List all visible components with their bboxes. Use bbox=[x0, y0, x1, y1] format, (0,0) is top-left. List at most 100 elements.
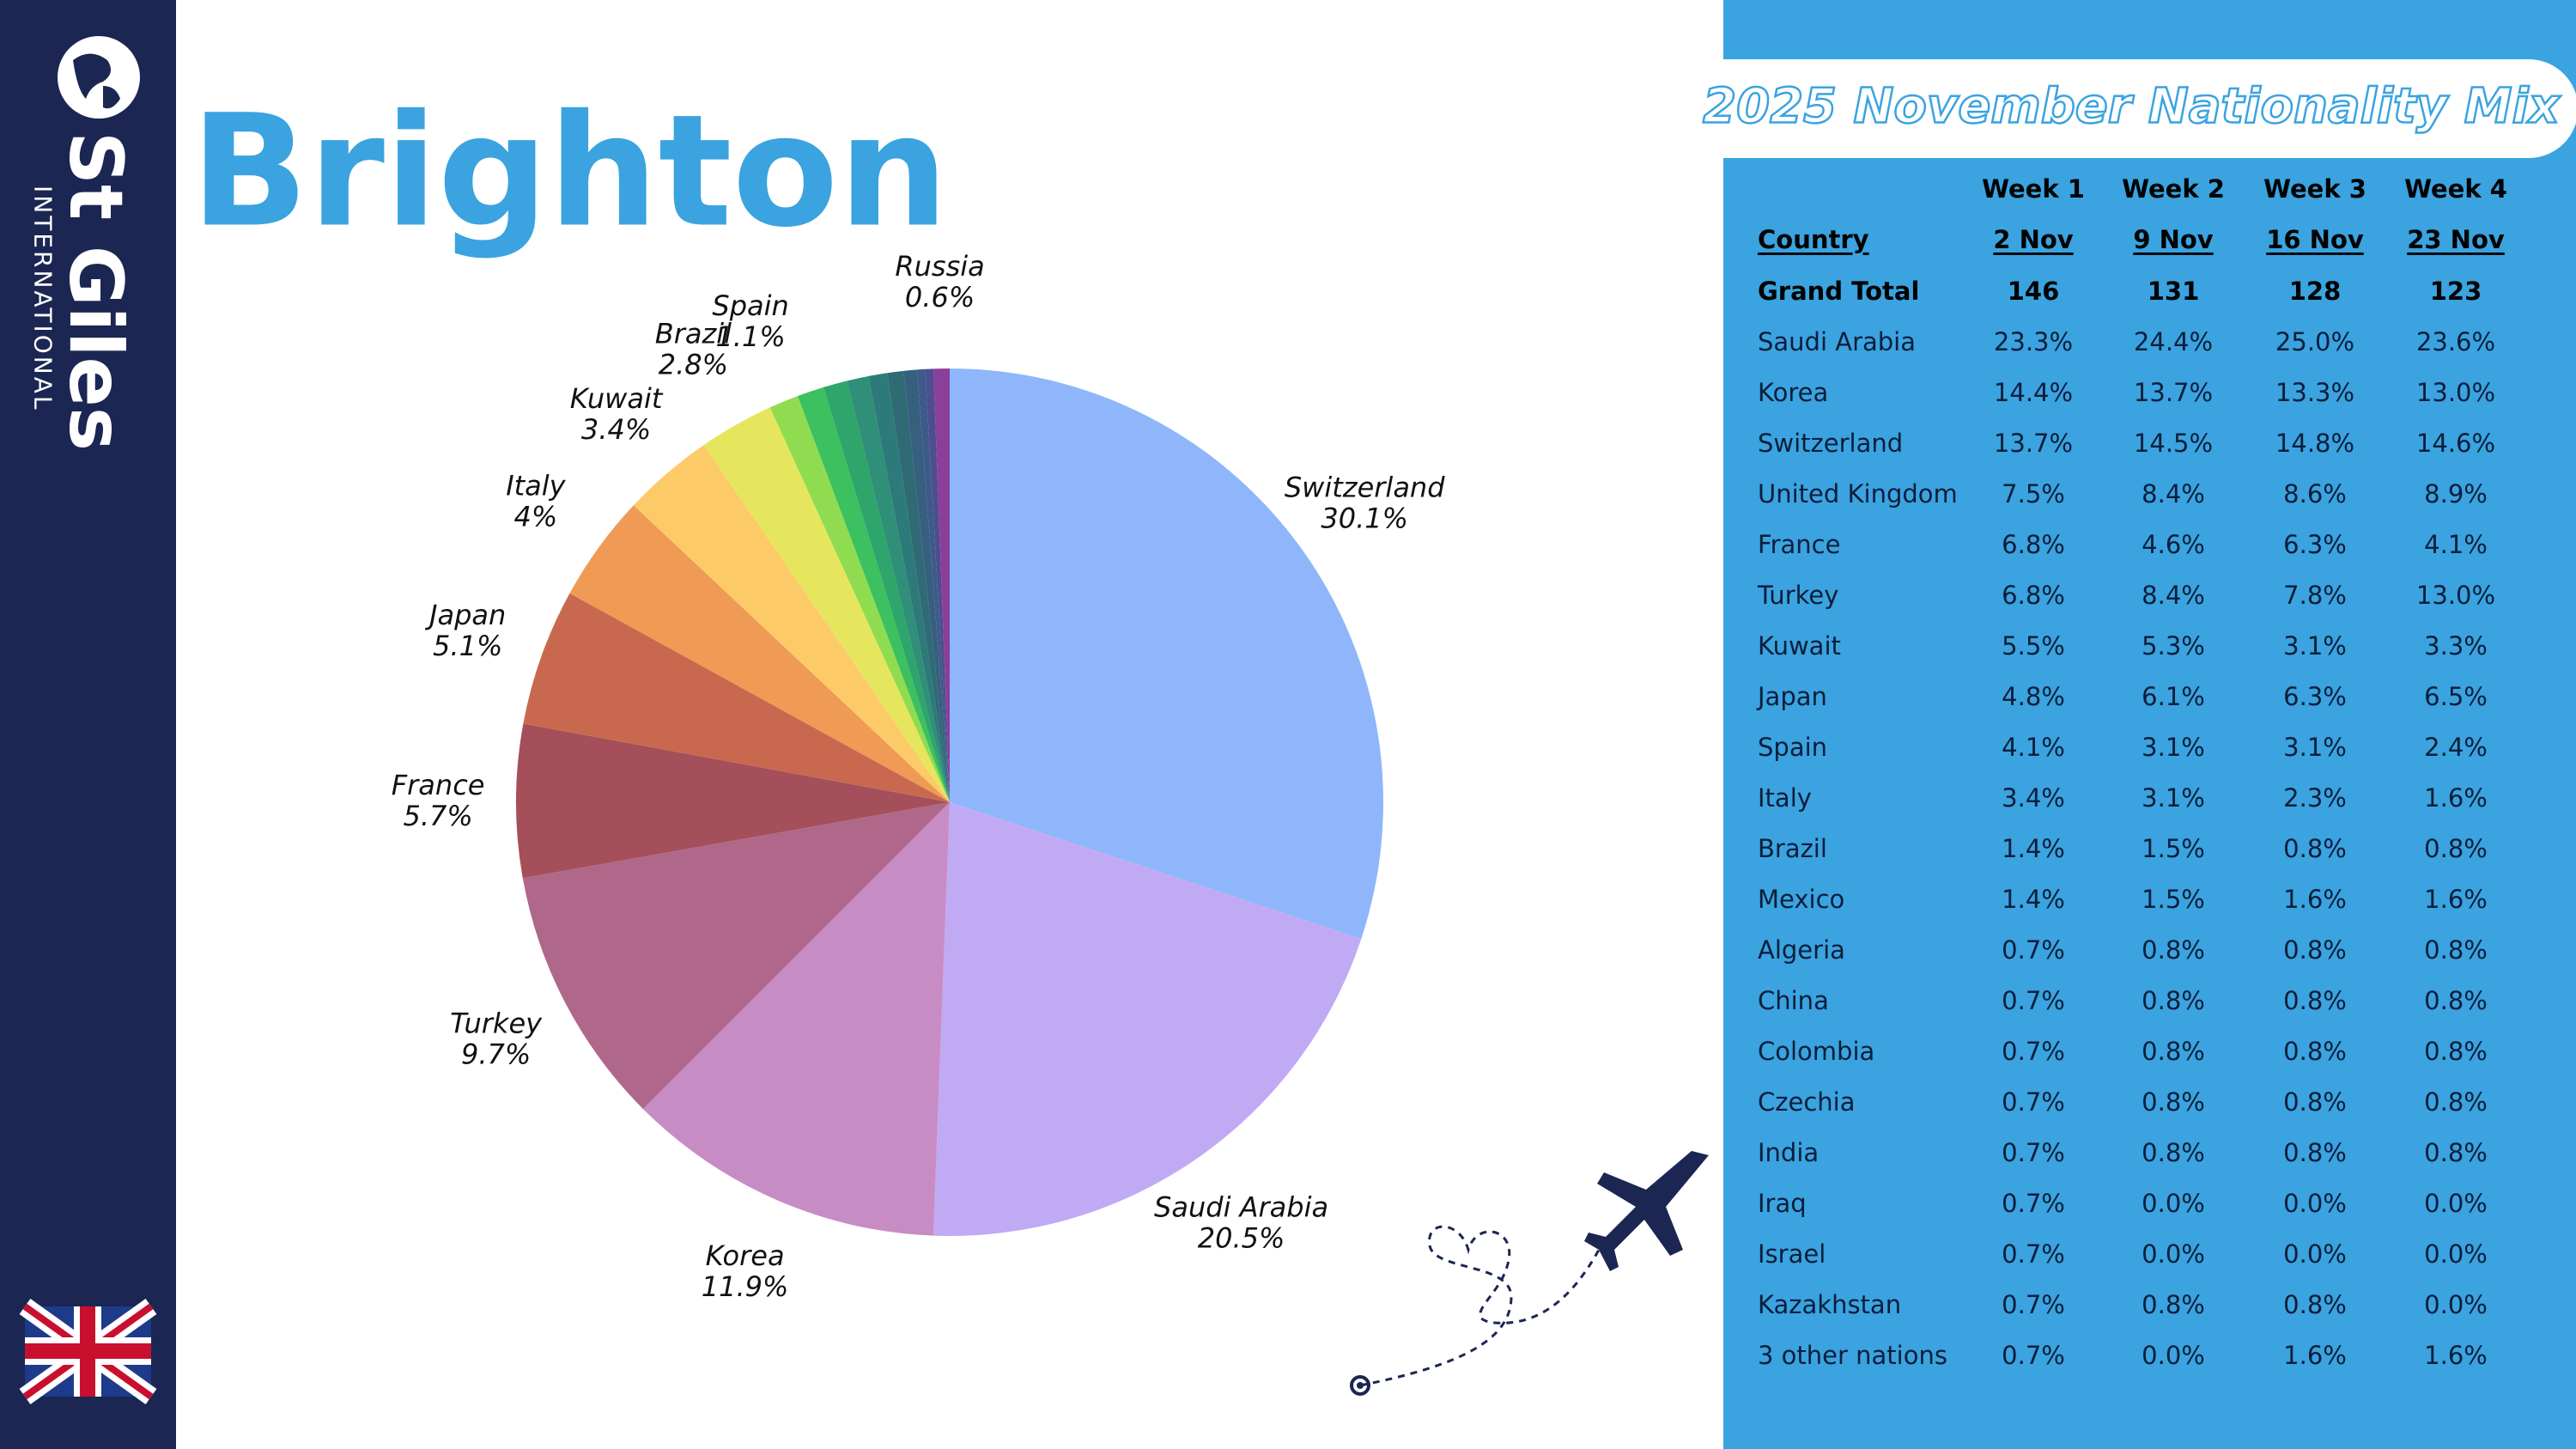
pie-slice bbox=[522, 802, 950, 1110]
table-cell: 4.8% bbox=[2002, 682, 2065, 711]
table-cell: 4.1% bbox=[2002, 733, 2065, 762]
table-cell: 1.6% bbox=[2424, 1341, 2488, 1370]
table-cell: 25.0% bbox=[2275, 327, 2354, 356]
table-cell: 0.8% bbox=[2424, 1138, 2488, 1167]
table-cell: 2.3% bbox=[2283, 783, 2347, 813]
row-label: 3 other nations bbox=[1758, 1341, 1947, 1370]
slice-label: Kuwait bbox=[570, 382, 664, 415]
table-cell: 7.5% bbox=[2002, 479, 2065, 508]
slice-label: Saudi Arabia bbox=[1154, 1191, 1328, 1224]
table-cell: 8.4% bbox=[2142, 581, 2205, 610]
table-cell: 14.8% bbox=[2275, 429, 2354, 458]
table-cell: 0.0% bbox=[2424, 1189, 2488, 1218]
slice-value: 0.6% bbox=[905, 281, 975, 314]
slice-label: Korea bbox=[706, 1239, 785, 1272]
pie-slice bbox=[823, 381, 950, 802]
table-cell: 1.6% bbox=[2424, 885, 2488, 914]
table-cell: 14.5% bbox=[2134, 429, 2213, 458]
table-cell: 0.8% bbox=[2283, 986, 2347, 1015]
row-label: Italy bbox=[1758, 783, 1812, 813]
row-label: Saudi Arabia bbox=[1758, 327, 1916, 356]
row-label: Kuwait bbox=[1758, 631, 1841, 661]
pie-slice bbox=[769, 396, 950, 802]
table-cell: 8.4% bbox=[2142, 479, 2205, 508]
table-cell: 0.8% bbox=[2283, 935, 2347, 965]
table-cell: 14.6% bbox=[2416, 429, 2495, 458]
pie-slice bbox=[569, 505, 950, 802]
pie-slice bbox=[933, 802, 1362, 1237]
table-cell: 4.6% bbox=[2142, 530, 2205, 559]
slice-value: 2.8% bbox=[659, 349, 728, 381]
table-cell: 0.8% bbox=[2142, 1087, 2205, 1117]
slice-label: France bbox=[392, 769, 485, 801]
table-cell: 0.8% bbox=[2424, 834, 2488, 863]
slice-value: 5.1% bbox=[433, 630, 502, 662]
table-cell: 6.8% bbox=[2002, 530, 2065, 559]
table-title-pill bbox=[1723, 59, 2576, 158]
table-cell: 5.5% bbox=[2002, 631, 2065, 661]
row-label: Israel bbox=[1758, 1239, 1826, 1269]
pie-slice bbox=[868, 373, 950, 802]
table-cell: 0.0% bbox=[2142, 1189, 2205, 1218]
table-cell: 5.3% bbox=[2142, 631, 2205, 661]
table-cell: 6.3% bbox=[2283, 682, 2347, 711]
row-label: Colombia bbox=[1758, 1037, 1874, 1066]
week-header: Week 1 bbox=[1982, 174, 2085, 204]
table-cell: 0.8% bbox=[2142, 1290, 2205, 1319]
table-cell: 0.8% bbox=[2142, 1037, 2205, 1066]
pie-slice bbox=[887, 370, 950, 802]
table-panel bbox=[1723, 0, 2576, 1449]
table-cell: 0.7% bbox=[2002, 1037, 2065, 1066]
table-cell: 7.8% bbox=[2283, 581, 2347, 610]
plane-decoration bbox=[1350, 1151, 1709, 1396]
table-cell: 0.8% bbox=[2283, 1290, 2347, 1319]
table-cell: 1.4% bbox=[2002, 885, 2065, 914]
table-cell: 1.4% bbox=[2002, 834, 2065, 863]
slice-value: 4% bbox=[514, 501, 558, 533]
week-header: Week 2 bbox=[2122, 174, 2225, 204]
table-cell: 3.1% bbox=[2283, 631, 2347, 661]
slice-value: 30.1% bbox=[1321, 502, 1408, 534]
table-cell: 3.1% bbox=[2142, 733, 2205, 762]
date-header: 16 Nov bbox=[2266, 225, 2364, 254]
table-cell: 8.9% bbox=[2424, 479, 2488, 508]
row-label: Spain bbox=[1758, 733, 1827, 762]
row-label: Switzerland bbox=[1758, 429, 1903, 458]
row-label: China bbox=[1758, 986, 1829, 1015]
table-cell: 0.0% bbox=[2283, 1239, 2347, 1269]
table-cell: 0.8% bbox=[2142, 935, 2205, 965]
table-cell: 6.5% bbox=[2424, 682, 2488, 711]
pie-slice bbox=[903, 369, 950, 802]
table-cell: 3.1% bbox=[2142, 783, 2205, 813]
table-cell: 0.8% bbox=[2142, 1138, 2205, 1167]
table-cell: 13.7% bbox=[2134, 378, 2213, 407]
table-cell: 0.7% bbox=[2002, 1087, 2065, 1117]
week-header: Week 3 bbox=[2263, 174, 2366, 204]
table-cell: 0.0% bbox=[2142, 1239, 2205, 1269]
table-cell: 23.6% bbox=[2416, 327, 2495, 356]
pie-slice bbox=[916, 368, 950, 802]
brand-subtitle: INTERNATIONAL bbox=[29, 186, 58, 411]
table-cell: 13.7% bbox=[1994, 429, 2073, 458]
row-label: Mexico bbox=[1758, 885, 1844, 914]
date-header: 23 Nov bbox=[2407, 225, 2505, 254]
nationality-table: Week 1 Week 2 Week 3 Week 4 Country 2 Nov 9 No… bbox=[1756, 174, 2507, 1370]
table-cell: 0.8% bbox=[2142, 986, 2205, 1015]
table-cell: 0.8% bbox=[2424, 1037, 2488, 1066]
table-cell: 0.8% bbox=[2283, 1087, 2347, 1117]
table-cell: 0.0% bbox=[2142, 1341, 2205, 1370]
table-cell: 1.5% bbox=[2142, 834, 2205, 863]
table-cell: 13.3% bbox=[2275, 378, 2354, 407]
table-cell: 0.8% bbox=[2424, 1087, 2488, 1117]
row-label: Iraq bbox=[1758, 1189, 1807, 1218]
table-cell: 128 bbox=[2289, 277, 2342, 306]
table-cell: 3.1% bbox=[2283, 733, 2347, 762]
globe-logo bbox=[58, 36, 140, 119]
table-cell: 3.3% bbox=[2424, 631, 2488, 661]
pie-slice bbox=[950, 368, 1384, 940]
table-cell: 0.8% bbox=[2283, 1138, 2347, 1167]
row-label: France bbox=[1758, 530, 1840, 559]
slice-label: Brazil bbox=[655, 318, 732, 350]
week-header: Week 4 bbox=[2404, 174, 2507, 204]
